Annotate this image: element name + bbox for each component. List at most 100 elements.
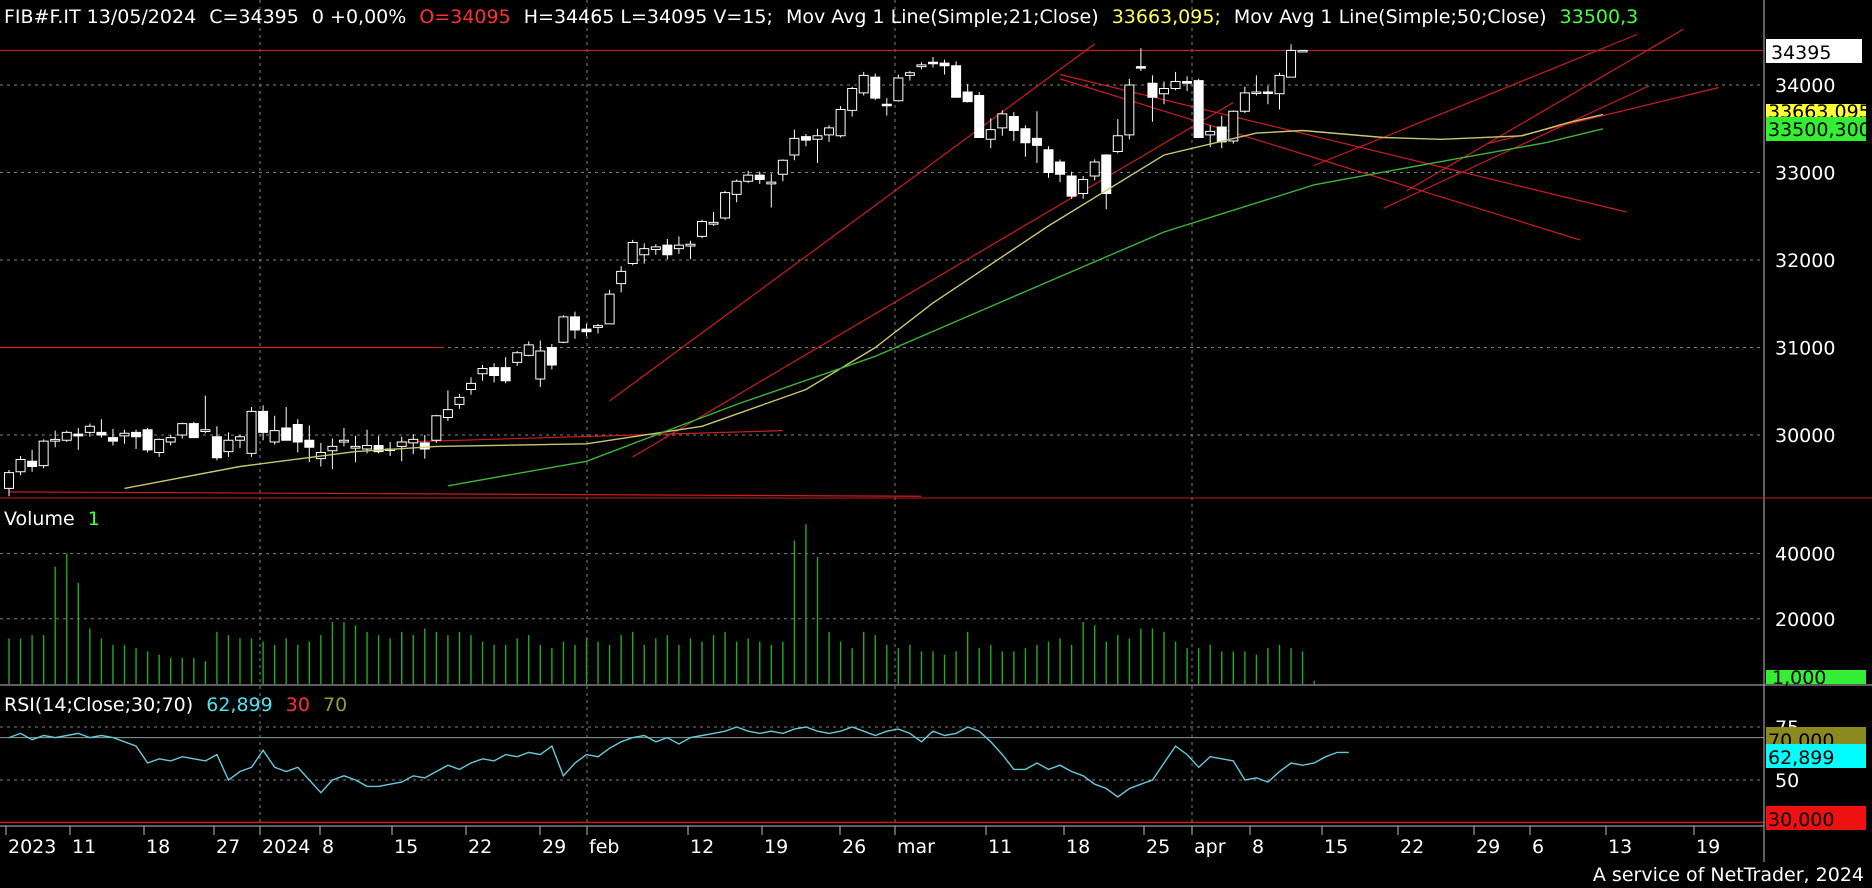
candle-body: [327, 445, 338, 452]
candle-body: [835, 109, 846, 137]
volume-value: 1: [88, 508, 100, 530]
rsi-grid: [0, 726, 1764, 824]
price-tick-label: 31000: [1775, 338, 1835, 360]
candle-body: [1170, 81, 1181, 89]
date-tick-label: 6: [1532, 836, 1544, 858]
trendline: [1059, 78, 1580, 241]
candle-body: [847, 88, 858, 111]
date-tick-label: 8: [322, 836, 334, 858]
candle-body: [777, 159, 788, 175]
candle-body: [500, 367, 511, 382]
price-tick-label: 33000: [1775, 163, 1835, 185]
candle-body: [1112, 135, 1123, 152]
header-symbol: FIB#F.IT 13/05/2024: [4, 6, 196, 28]
candle-body: [881, 103, 892, 107]
candle-body: [454, 396, 465, 405]
candle-body: [281, 427, 292, 441]
date-tick-label: 18: [1066, 836, 1090, 858]
candle-body: [1147, 82, 1158, 98]
candle-body: [304, 439, 315, 448]
volume-grid: [0, 553, 1764, 620]
candle-body: [350, 445, 361, 449]
date-tick-label: feb: [589, 836, 619, 858]
candle-body: [812, 135, 823, 140]
last-price-label: 34395: [1766, 39, 1862, 64]
candle-body: [800, 136, 811, 141]
candle-body: [789, 137, 800, 156]
date-tick-label: 18: [146, 836, 170, 858]
date-tick-label: 27: [216, 836, 240, 858]
date-tick-label: 22: [468, 836, 492, 858]
date-tick-label: 22: [1400, 836, 1424, 858]
candle-body: [662, 244, 673, 256]
candle-body: [165, 437, 176, 443]
candle-body: [1182, 81, 1193, 84]
candle-body: [396, 441, 407, 447]
candle-body: [246, 410, 257, 454]
header-ma21-value: 33663,095;: [1112, 6, 1221, 28]
svg-text:62,899: 62,899: [1768, 747, 1834, 769]
candle-body: [235, 436, 245, 441]
candle-body: [685, 243, 696, 247]
rsi-title: RSI(14;Close;30;70): [4, 694, 193, 716]
trendline: [1313, 33, 1638, 167]
candle-body: [1089, 161, 1100, 177]
ma21-line: [124, 113, 1604, 490]
rsi-value: 62,899: [206, 694, 272, 716]
candle-body: [211, 436, 222, 459]
candle-body: [1262, 91, 1273, 94]
header-hl: H=34465 L=34095 V=15;: [524, 6, 773, 28]
date-tick-label: 29: [542, 836, 566, 858]
date-tick-label: apr: [1194, 836, 1226, 858]
candle-body: [258, 410, 269, 433]
candle-body: [858, 74, 869, 94]
date-tick-label: 19: [1696, 836, 1720, 858]
price-tick-label: 32000: [1775, 250, 1835, 272]
header-open: O=34095: [419, 6, 510, 28]
header-close: C=34395: [209, 6, 299, 28]
candle-body: [870, 76, 881, 99]
candle-body: [200, 429, 211, 432]
date-tick-label: 13: [1608, 836, 1632, 858]
candle-body: [639, 248, 650, 256]
candle-body: [997, 113, 1008, 129]
candle-body: [928, 61, 938, 65]
price-tick-label: 34000: [1775, 75, 1835, 97]
candle-body: [616, 270, 627, 285]
candle-body: [581, 328, 592, 333]
candle-body: [1031, 137, 1042, 146]
header-ma50-label: Mov Avg 1 Line(Simple;50;Close): [1234, 6, 1547, 28]
candle-body: [96, 431, 107, 436]
candle-body: [1297, 49, 1308, 53]
candle-body: [512, 352, 523, 363]
candle-body: [546, 347, 557, 366]
date-tick-label: 19: [764, 836, 788, 858]
candle-body: [558, 316, 569, 343]
candle-body: [188, 423, 199, 439]
date-tick-label: mar: [897, 836, 935, 858]
candle-body: [408, 438, 419, 444]
header-change: 0 +0,00%: [312, 6, 406, 28]
candle-body: [720, 192, 731, 219]
candle-body: [1251, 91, 1262, 94]
date-tick-label: 2024: [262, 836, 310, 858]
volume-title: Volume: [4, 508, 75, 530]
candle-body: [1008, 116, 1019, 131]
footer-credit: A service of NetTrader, 2024: [1592, 864, 1864, 886]
rsi-line: [8, 726, 1349, 798]
volume-bars: [8, 524, 1315, 684]
candle-body: [73, 433, 84, 437]
trendline: [1406, 28, 1685, 192]
date-tick-label: 15: [394, 836, 418, 858]
candle-body: [951, 65, 962, 98]
price-axis-ticks: 30000 31000 32000 33000 34000: [1775, 75, 1835, 447]
candle-body: [142, 429, 153, 451]
date-tick-label: 8: [1252, 836, 1264, 858]
candle-body: [535, 350, 546, 380]
candle-body: [489, 367, 500, 376]
date-tick-label: 11: [72, 836, 96, 858]
candle-body: [673, 244, 684, 250]
candle-body: [1135, 66, 1146, 69]
